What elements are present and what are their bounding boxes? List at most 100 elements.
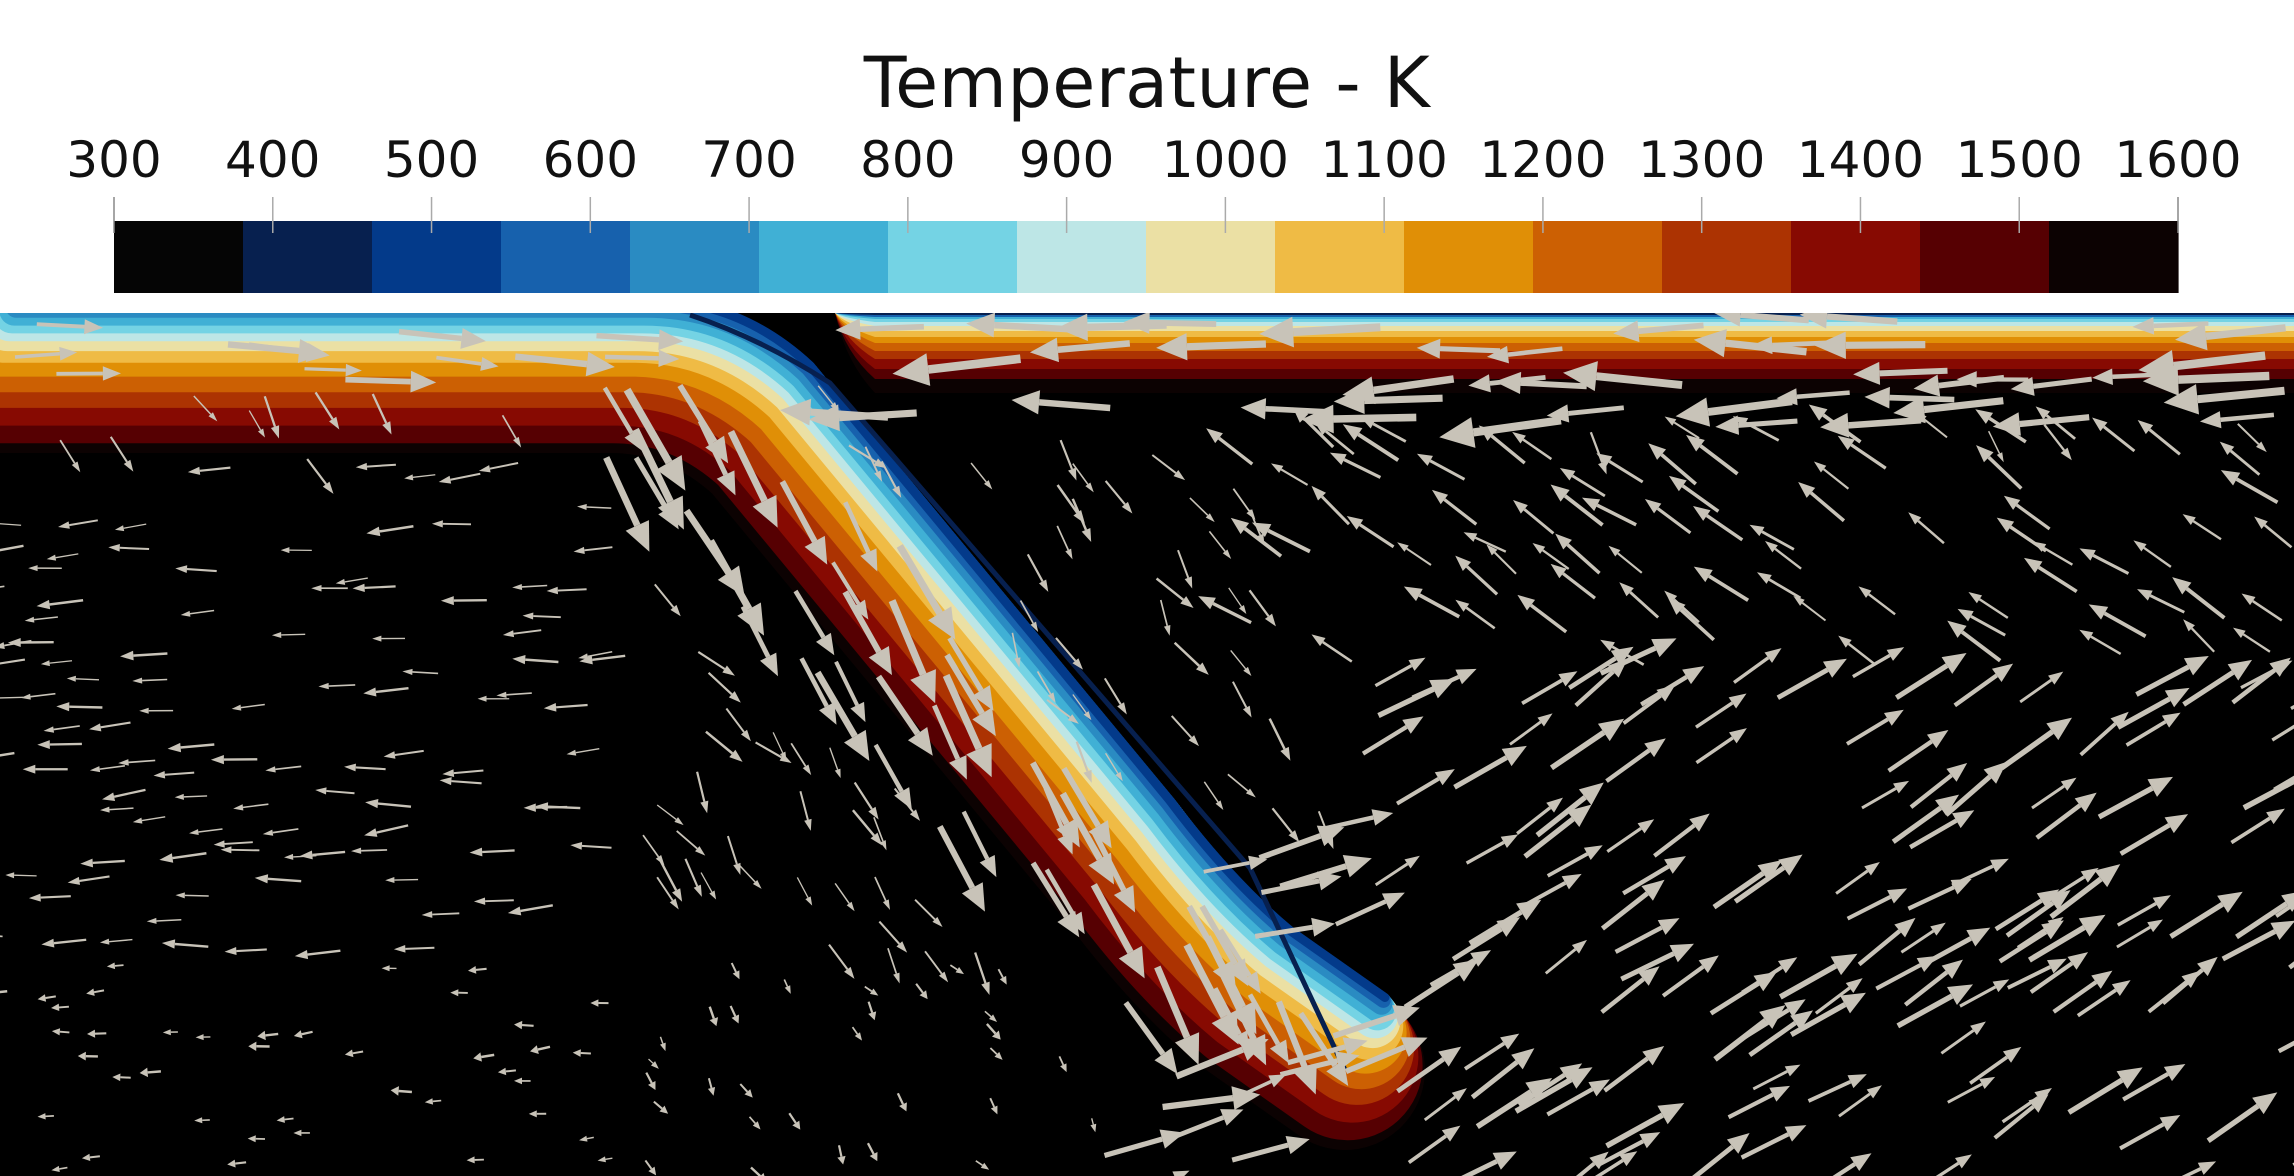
arrow-glyph-icon [645,1072,656,1091]
arrow-glyph-icon [1346,516,1395,549]
arrow-glyph-icon [790,742,812,776]
arrow-glyph-icon [1090,1118,1097,1133]
arrow-glyph-icon [440,596,487,606]
arrow-glyph-icon [1279,1051,1360,1078]
arrow-glyph-icon [892,353,1022,386]
arrow-glyph-icon [887,948,900,984]
arrow-glyph-icon [1333,387,1443,415]
arrow-glyph-icon [1072,694,1092,721]
arrow-glyph-icon [477,695,510,702]
colorbar-bin [1920,221,2050,293]
arrow-glyph-icon [1203,781,1224,810]
arrow-glyph-icon [1748,1010,1814,1058]
arrow-glyph-icon [1581,497,1637,527]
arrow-glyph-icon [1563,361,1683,392]
arrow-glyph-icon [932,704,967,780]
arrow-glyph-icon [570,841,612,850]
arrow-glyph-icon [438,472,481,484]
arrow-glyph-icon [1431,489,1478,526]
arrow-glyph-icon [2219,441,2261,476]
colorbar-bins [114,221,2179,293]
arrow-glyph-icon [1361,716,1424,756]
arrow-glyph-icon [514,1020,534,1030]
arrow-glyph-icon [1198,596,1252,625]
arrow-glyph-icon [842,590,892,676]
colorbar-bin [372,221,502,293]
arrow-glyph-icon [210,754,258,765]
arrow-glyph-icon [2001,1087,2052,1124]
arrow-glyph-icon [2122,1064,2186,1102]
arrow-glyph-icon [750,1166,767,1176]
arrow-glyph-icon [783,979,791,994]
arrow-glyph-icon [2029,952,2089,994]
arrow-glyph-icon [1423,1088,1467,1122]
arrow-glyph-icon [2241,593,2283,622]
arrow-glyph-icon [864,446,883,482]
arrow-glyph-icon [648,1058,659,1069]
arrow-glyph-icon [365,798,412,809]
arrow-glyph-icon [1175,1038,1269,1080]
arrow-glyph-icon [888,599,936,704]
arrow-glyph-icon [1407,1125,1461,1165]
arrow-glyph-icon [1055,637,1083,670]
arrow-glyph-icon [1170,1109,1244,1141]
arrow-glyph-icon [1976,445,2023,490]
arrow-glyph-icon [262,828,299,836]
arrow-glyph-icon [1516,797,1563,835]
colorbar-tick-label: 800 [860,131,955,189]
colorbar-bin [243,221,373,293]
arrow-glyph-icon [578,651,613,660]
arrow-glyph-icon [1653,813,1710,858]
colorbar-tick-label: 1100 [1321,131,1448,189]
arrow-glyph-icon [2003,495,2051,531]
arrow-glyph-icon [1090,883,1145,979]
arrow-glyph-icon [67,875,110,885]
arrow-glyph-icon [1377,678,1455,718]
arrow-glyph-icon [1837,435,1887,470]
arrow-glyph-icon [102,788,146,801]
colorbar-bin [114,221,244,293]
arrow-glyph-icon [1693,506,1744,542]
arrow-glyph-icon [175,892,209,899]
arrow-glyph-icon [1778,953,1858,1000]
arrow-glyph-icon [1846,888,1908,921]
arrow-glyph-icon [1857,917,1916,967]
temperature-field-plot [0,313,2294,1176]
arrow-glyph-icon [473,1052,495,1062]
arrow-glyph-icon [799,657,837,725]
arrow-glyph-icon [796,877,813,906]
colorbar-title: Temperature - K [863,42,1431,124]
arrow-glyph-icon [311,585,348,592]
arrow-glyph-icon [1463,1033,1520,1071]
arrow-glyph-icon [213,840,253,848]
arrow-glyph-icon [1853,361,1948,385]
arrow-glyph-icon [1011,632,1021,668]
arrow-glyph-icon [81,1153,101,1162]
arrow-glyph-icon [162,1029,178,1036]
arrow-glyph-icon [1470,1048,1535,1100]
arrow-glyph-icon [293,1030,313,1039]
arrow-glyph-icon [1123,1000,1178,1074]
colorbar-bin [1662,221,1792,293]
arrow-glyph-icon [514,351,615,377]
arrow-glyph-icon [874,876,891,910]
arrow-glyph-icon [707,671,741,703]
arrow-glyph-icon [2220,470,2279,505]
arrow-glyph-icon [989,1047,1003,1060]
arrow-glyph-icon [2031,777,2077,810]
colorbar-bin [888,221,1018,293]
arrow-glyph-icon [1947,620,2002,663]
arrow-glyph-icon [2133,540,2172,568]
arrow-glyph-icon [2160,1161,2217,1176]
arrow-glyph-icon [1900,922,1946,954]
arrow-glyph-icon [1664,416,1700,439]
arrow-glyph-icon [473,897,514,905]
arrow-glyph-icon [1416,338,1501,359]
arrow-glyph-icon [974,952,990,996]
arrow-glyph-icon [2182,659,2253,707]
arrow-glyph-icon [1453,745,1527,790]
arrow-glyph-icon [1956,371,2029,388]
arrow-glyph-icon [726,835,741,875]
arrow-glyph-icon [1713,1005,1786,1062]
arrow-glyph-icon [997,968,1007,985]
